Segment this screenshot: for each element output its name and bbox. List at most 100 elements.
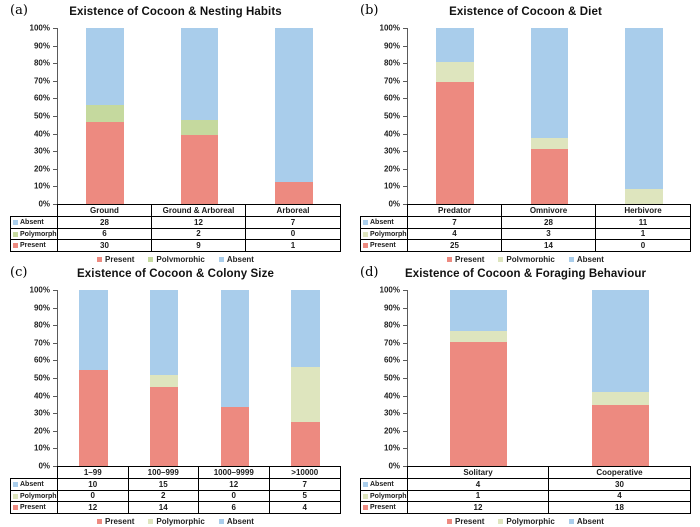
legend-swatch-polymorphic-icon	[498, 519, 504, 524]
chart-legend: Present Polymorphic Absent	[10, 254, 341, 265]
chart-area: 100% 90% 80% 70% 60% 50% 40% 30% 20% 10% 0%	[10, 24, 341, 209]
y-tick-mark	[53, 395, 57, 397]
table-value-cell: 4	[408, 228, 502, 240]
legend-item-present: Present	[97, 255, 134, 264]
table-row-label-polymorphic: Polymorphic	[361, 229, 407, 241]
table-row-label-present: Present	[11, 502, 57, 513]
y-tick-label: 30%	[383, 146, 400, 156]
table-row-label-polymorphic: Polymorphic	[361, 491, 407, 503]
legend-item-present: Present	[447, 255, 484, 264]
stacked-bar	[591, 290, 649, 466]
y-tick-label: 10%	[33, 181, 50, 191]
table-value-cell: 18	[615, 503, 624, 513]
y-tick-mark	[403, 63, 407, 65]
data-table-wrap: Absent Polymorphic Present Solitary Cooperat…	[360, 466, 691, 514]
y-tick-label: 40%	[383, 391, 400, 401]
bar-segment-polymorphic	[149, 375, 179, 387]
y-tick-label: 80%	[383, 58, 400, 68]
legend-label: Absent	[576, 255, 604, 264]
legend-label: Polymorphic	[156, 517, 205, 526]
table-category-header-cell: >10000	[291, 467, 319, 477]
table-value-cell: 1	[290, 241, 296, 251]
panel-header: (c) Existence of Cocoon & Colony Size	[10, 264, 341, 288]
legend-label: Present	[455, 255, 485, 264]
legend-swatch-present-icon	[447, 257, 453, 262]
stacked-bar	[79, 290, 108, 466]
chart-area: 100% 90% 80% 70% 60% 50% 40% 30% 20% 10% 0%	[10, 286, 341, 471]
y-tick-mark	[403, 116, 407, 117]
table-value-cell: 0	[290, 229, 296, 239]
table-value-cell: 4	[302, 503, 307, 513]
panel-header: (d) Existence of Cocoon & Foraging Behavi…	[360, 264, 691, 288]
y-tick-label: 40%	[33, 391, 50, 401]
table-value-cell: 12	[152, 216, 246, 228]
y-tick-label: 70%	[383, 76, 400, 86]
legend-swatch-polymorphic-icon	[148, 257, 154, 262]
y-tick-mark	[53, 413, 57, 415]
table-value-cell: 6	[199, 502, 270, 513]
table-value-cell: 2	[129, 490, 199, 502]
bar-column	[270, 290, 341, 466]
table-row-label-absent: Absent	[11, 479, 57, 491]
legend-swatch-present-icon	[97, 257, 103, 262]
data-table-wrap: Absent Polymorphic Present PredatorOmnivore…	[360, 204, 691, 252]
y-tick-mark	[53, 342, 57, 344]
legend-item-polymorphic: Polymorphic	[498, 517, 555, 526]
y-tick-mark	[403, 466, 407, 467]
y-tick-label: 20%	[383, 164, 400, 174]
table-row-label-polymorphic: Polymorphic	[11, 229, 57, 241]
legend-item-absent: Absent	[218, 255, 254, 264]
y-tick-label: 70%	[33, 76, 50, 86]
table-row-label-text: Polymorphic	[370, 230, 407, 238]
y-tick-mark	[403, 325, 407, 327]
table-value-row-absent: 4 30	[408, 478, 690, 491]
table-value-cell: 0	[58, 490, 129, 502]
bar-segment-polymorphic	[86, 105, 125, 122]
y-axis: 100% 90% 80% 70% 60% 50% 40% 30% 20% 10% 0%	[10, 286, 57, 471]
table-value-row-present: 12 18	[408, 502, 690, 513]
panel-letter: (b)	[360, 3, 379, 18]
table-row-label-polymorphic: Polymorphic	[11, 491, 57, 503]
stacked-bar	[450, 290, 508, 466]
row-swatch-polymorphic-icon	[363, 493, 368, 499]
plot-area	[57, 28, 341, 204]
y-tick-label: 70%	[33, 338, 50, 348]
table-value-cell: 0	[199, 490, 270, 502]
table-category-header-cell: Cooperative	[596, 467, 643, 477]
bar-segment-absent	[436, 28, 475, 63]
stacked-bar	[436, 28, 475, 204]
table-value-cell: 14	[502, 240, 596, 251]
y-tick-label: 100%	[29, 23, 50, 33]
legend-item-absent: Absent	[218, 517, 254, 526]
y-tick-mark	[403, 378, 407, 379]
legend-label: Absent	[576, 517, 604, 526]
table-value-cell: 2	[152, 228, 246, 240]
y-tick-mark	[53, 307, 57, 309]
table-value-cell: 6	[58, 228, 152, 240]
bar-segment-absent	[220, 290, 250, 408]
table-value-cell: 4	[408, 478, 549, 490]
table-value-row-present: 30 9 1	[58, 240, 340, 251]
y-tick-mark	[403, 45, 407, 47]
chart-legend: Present Polymorphic Absent	[360, 254, 691, 265]
table-row-label-text: Absent	[20, 218, 44, 226]
table-value-row-absent: 28 12 7	[58, 216, 340, 229]
y-tick-mark	[53, 116, 57, 117]
table-value-cell: 12	[408, 502, 549, 513]
y-tick-label: 20%	[383, 426, 400, 436]
y-tick-label: 100%	[379, 23, 400, 33]
data-table: Solitary Cooperative 4 30 1 4 12 18	[407, 466, 691, 514]
y-tick-label: 10%	[383, 443, 400, 453]
y-tick-label: 40%	[33, 129, 50, 139]
panel-letter: (c)	[10, 265, 28, 280]
y-tick-mark	[53, 28, 57, 29]
data-table: 1–99 100–999 1000–9999 >10000 10 15 12 7 0 2 0 5 12 1…	[57, 466, 341, 514]
stacked-bar-chart-panel-c: (c) Existence of Cocoon & Colony Size 100%…	[0, 262, 350, 526]
chart-legend: Present Polymorphic Absent	[360, 516, 691, 527]
bar-segment-absent	[86, 28, 125, 105]
table-value-cell: 0	[640, 241, 646, 251]
plot-area	[407, 28, 691, 204]
